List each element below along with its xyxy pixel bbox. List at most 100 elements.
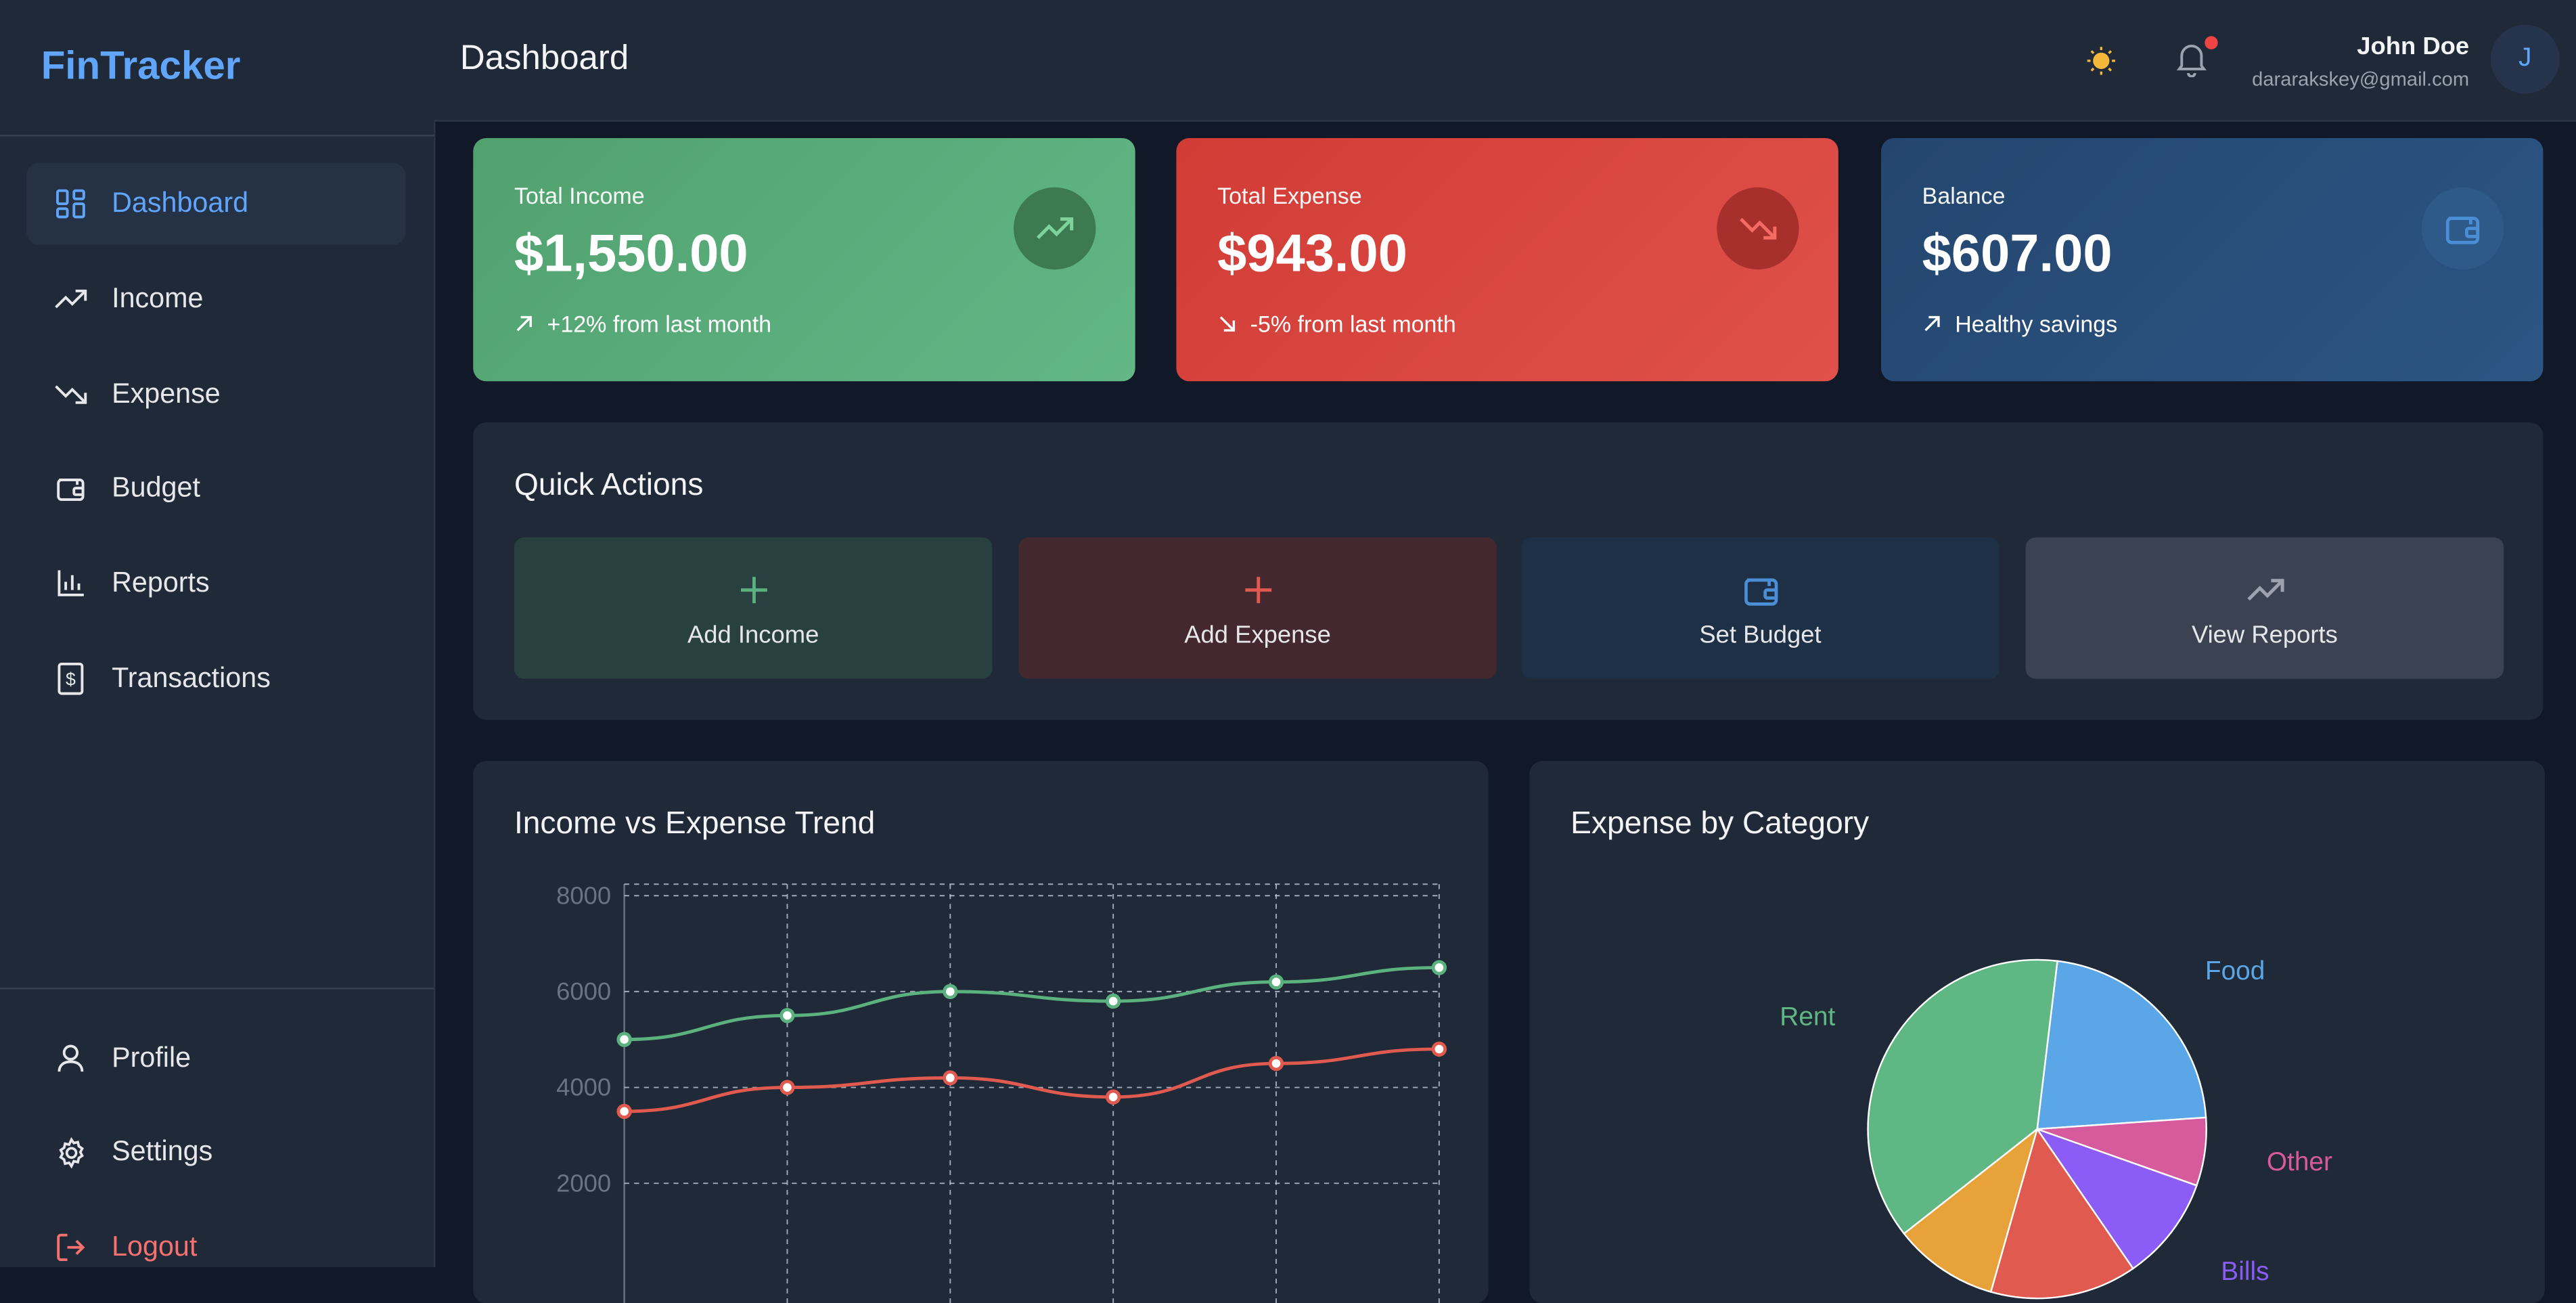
gear-icon <box>53 1134 89 1170</box>
data-point <box>779 1080 795 1095</box>
wallet-icon <box>1742 568 1778 611</box>
view-reports-button[interactable]: View Reports <box>2025 537 2504 679</box>
dashboard-icon <box>53 185 89 221</box>
card-label: Total Expense <box>1217 182 1362 209</box>
y-tick-label: 4000 <box>556 1074 611 1101</box>
logout-icon <box>53 1229 89 1265</box>
category-chart-panel: Expense by Category FoodOtherBillsTransp… <box>1529 761 2545 1303</box>
card-note: -5% from last month <box>1217 311 1456 337</box>
line-chart: 2000 4000 6000 8000 <box>556 881 1447 1303</box>
panel-title: Quick Actions <box>514 468 704 503</box>
y-tick-label: 6000 <box>556 977 611 1005</box>
sidebar-item-logout[interactable]: Logout <box>26 1206 406 1288</box>
svg-text:$: $ <box>66 669 76 689</box>
user-email: dararakskey@gmail.com <box>2252 67 2470 91</box>
pie-label: Other <box>2267 1147 2332 1176</box>
receipt-icon: $ <box>53 661 89 697</box>
card-label: Balance <box>1922 182 2006 209</box>
sidebar-divider <box>0 135 434 137</box>
pie-slice <box>1867 958 2058 1235</box>
data-point <box>779 1008 795 1023</box>
sidebar-item-income[interactable]: Income <box>26 258 406 340</box>
card-note: +12% from last month <box>514 311 771 337</box>
chart-title: Expense by Category <box>1571 807 1870 842</box>
trending-up-icon <box>2245 568 2284 611</box>
y-tick-label: 8000 <box>556 881 611 909</box>
button-label: Set Budget <box>1699 620 1822 648</box>
pie-slice <box>2035 1127 2198 1270</box>
sidebar-item-label: Reports <box>112 567 210 598</box>
pie-label: Food <box>2205 956 2265 986</box>
wallet-icon <box>2421 187 2504 270</box>
balance-card: Balance $607.00 Healthy savings <box>1880 137 2544 382</box>
data-point <box>943 1070 958 1086</box>
sidebar-item-dashboard[interactable]: Dashboard <box>26 162 406 245</box>
add-expense-button[interactable]: Add Expense <box>1018 537 1497 679</box>
page-title: Dashboard <box>459 39 629 78</box>
sun-icon[interactable] <box>2086 46 2116 76</box>
trending-up-icon <box>1014 187 1096 270</box>
data-point <box>1105 1089 1121 1105</box>
trend-chart-panel: Income vs Expense Trend 2000 4000 6000 8000 <box>473 761 1489 1303</box>
avatar[interactable]: J <box>2490 24 2560 94</box>
add-income-button[interactable]: Add Income <box>514 537 993 679</box>
set-budget-button[interactable]: Set Budget <box>1521 537 1999 679</box>
card-label: Total Income <box>514 182 645 209</box>
data-point <box>1105 993 1121 1009</box>
trending-down-icon <box>53 376 89 412</box>
pie-chart: FoodOtherBillsTransportRent <box>1780 956 2332 1300</box>
arrow-up-right-icon <box>1924 315 1940 332</box>
chart-title: Income vs Expense Trend <box>514 807 876 842</box>
brand-logo[interactable]: FinTracker <box>41 44 241 89</box>
quick-actions-panel: Quick Actions Add Income Add Expense Set… <box>473 422 2544 720</box>
pie-label: Rent <box>1780 1002 1835 1032</box>
pie-label: Bills <box>2221 1257 2269 1286</box>
sidebar-item-label: Expense <box>112 378 221 410</box>
series-line <box>624 1047 1439 1113</box>
arrow-up-right-icon <box>516 315 532 332</box>
card-value: $1,550.00 <box>514 223 748 283</box>
sidebar-item-profile[interactable]: Profile <box>26 1017 406 1099</box>
sidebar-item-settings[interactable]: Settings <box>26 1111 406 1193</box>
sidebar-divider <box>0 988 434 990</box>
data-point <box>943 984 958 1000</box>
sidebar-item-budget[interactable]: Budget <box>26 447 406 529</box>
trending-up-icon <box>53 281 89 317</box>
user-icon <box>53 1040 89 1076</box>
arrow-down-right-icon <box>1219 316 1236 332</box>
card-value: $943.00 <box>1217 223 1407 283</box>
sidebar-item-label: Profile <box>112 1042 191 1074</box>
sidebar-item-label: Dashboard <box>112 187 249 219</box>
sidebar-item-reports[interactable]: Reports <box>26 542 406 624</box>
data-point <box>1431 1041 1447 1057</box>
bar-chart-icon <box>53 565 89 601</box>
data-point <box>1268 974 1284 990</box>
total-income-card: Total Income $1,550.00 +12% from last mo… <box>473 137 1135 382</box>
user-name: John Doe <box>2357 32 2470 61</box>
plus-icon <box>738 568 768 611</box>
series-line <box>624 966 1439 1042</box>
trending-down-icon <box>1717 187 1799 270</box>
top-bar: Dashboard John Doe dararakskey@gmail.com… <box>433 0 2576 122</box>
sidebar-item-label: Income <box>112 282 204 314</box>
sidebar-item-transactions[interactable]: $ Transactions <box>26 638 406 720</box>
button-label: Add Expense <box>1184 620 1331 648</box>
card-note-text: Healthy savings <box>1955 310 2118 337</box>
data-point <box>1431 960 1447 975</box>
pie-slice <box>2036 960 2207 1130</box>
notification-badge <box>2205 36 2218 49</box>
bell-icon[interactable] <box>2175 41 2211 81</box>
card-note: Healthy savings <box>1922 310 2118 337</box>
y-tick-label: 2000 <box>556 1169 611 1197</box>
data-point <box>616 1103 632 1120</box>
sidebar-item-expense[interactable]: Expense <box>26 353 406 435</box>
sidebar-item-label: Settings <box>112 1135 213 1167</box>
sidebar: FinTracker Dashboard Income Expense Budg… <box>0 0 436 1267</box>
data-point <box>1268 1055 1284 1072</box>
wallet-icon <box>53 470 89 506</box>
button-label: View Reports <box>2191 620 2338 648</box>
plus-icon <box>1243 568 1273 611</box>
sidebar-item-label: Transactions <box>112 662 271 694</box>
card-note-text: +12% from last month <box>547 310 772 337</box>
card-note-text: -5% from last month <box>1250 310 1456 337</box>
